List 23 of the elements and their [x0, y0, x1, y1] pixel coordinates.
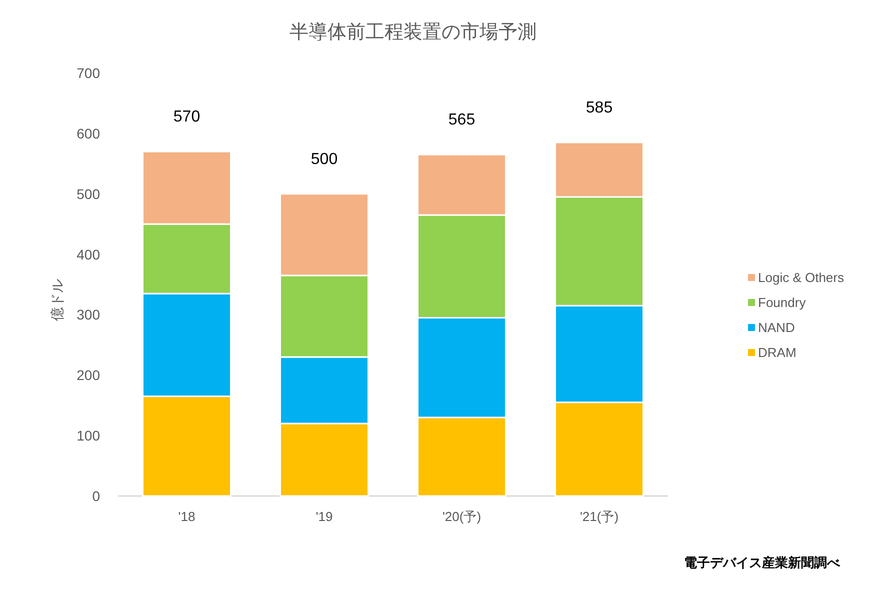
y-tick-label: 200 — [76, 367, 100, 384]
y-tick-label: 400 — [76, 246, 100, 262]
legend-label: Logic & Others — [758, 270, 844, 285]
y-tick-label: 0 — [92, 488, 100, 504]
x-tick-label: '18 — [178, 509, 196, 524]
total-label: 570 — [173, 108, 200, 126]
y-axis-title: 億ドル — [49, 279, 65, 321]
legend-label: DRAM — [758, 345, 796, 360]
total-label: 565 — [448, 112, 476, 129]
chart-title: 半導体前工程装置の市場予測 — [290, 21, 536, 43]
y-tick-label: 300 — [76, 306, 100, 323]
x-tick-label: '21(予) — [580, 509, 619, 524]
x-tick-label: '20(予) — [442, 509, 482, 524]
y-tick-label: 600 — [76, 125, 100, 142]
y-tick-label: 500 — [76, 186, 100, 202]
text: 電子デバイス産業新聞調べ — [684, 555, 841, 570]
total-label: 585 — [586, 99, 613, 116]
y-tick-label: 700 — [76, 65, 100, 81]
total-label: 500 — [310, 150, 338, 168]
legend-label: Foundry — [758, 295, 806, 310]
x-tick-label: '19 — [316, 509, 333, 524]
y-tick-label: 100 — [76, 428, 100, 444]
legend-label: NAND — [758, 320, 795, 335]
